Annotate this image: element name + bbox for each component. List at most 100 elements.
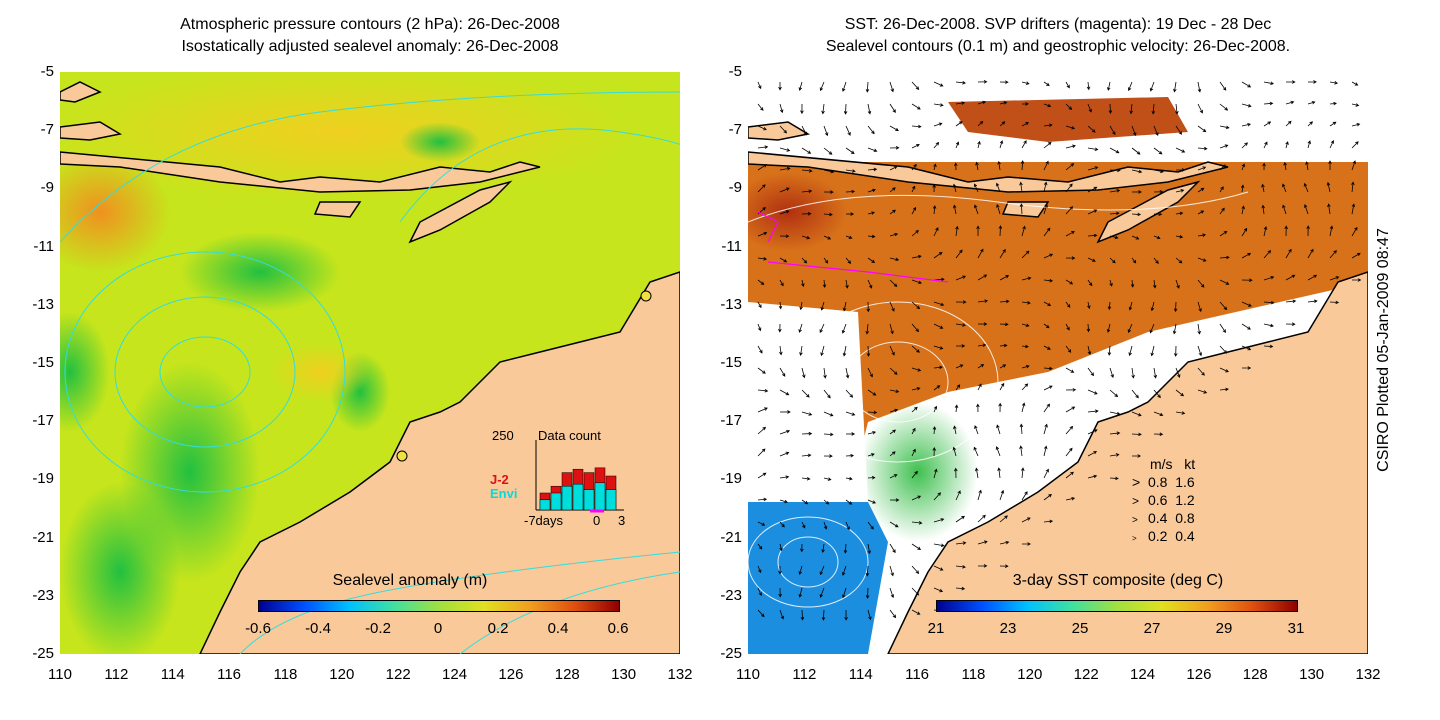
velocity-arrow — [867, 257, 876, 263]
velocity-arrow — [1087, 186, 1098, 193]
velocity-arrow — [955, 490, 961, 501]
velocity-arrow — [1065, 471, 1074, 479]
velocity-arrow — [889, 232, 899, 237]
velocity-arrow — [823, 169, 835, 174]
velocity-arrow — [889, 257, 900, 262]
velocity-arrow — [889, 125, 899, 132]
velocity-arrow — [1153, 190, 1164, 194]
velocity-arrow — [845, 125, 851, 136]
x-tick-right: 114 — [848, 666, 873, 683]
velocity-arrow — [1197, 367, 1205, 376]
velocity-arrow — [821, 609, 826, 621]
velocity-arrow — [801, 411, 813, 416]
colorbar-label: 0.4 — [547, 620, 569, 637]
velocity-legend-row: >0.6 1.2 — [1132, 492, 1195, 508]
velocity-arrow — [1128, 301, 1133, 311]
sealevel-colorbar — [258, 600, 620, 612]
velocity-arrow — [999, 343, 1008, 348]
velocity-arrow — [1131, 169, 1143, 174]
x-tick-right: 118 — [961, 666, 986, 683]
colorbar-label: 29 — [1215, 620, 1233, 637]
velocity-arrow — [999, 564, 1009, 568]
inset-bar-envi — [583, 489, 595, 511]
velocity-arrow — [1109, 189, 1121, 193]
velocity-arrow — [843, 543, 848, 554]
velocity-arrow — [1065, 144, 1076, 149]
velocity-arrow — [1021, 301, 1031, 305]
velocity-arrow — [1131, 147, 1141, 155]
velocity-arrow — [1131, 389, 1139, 399]
velocity-arrow — [779, 103, 784, 114]
legend-kt: 1.6 — [1175, 474, 1195, 490]
velocity-arrow — [867, 475, 876, 480]
velocity-arrow — [911, 323, 919, 333]
velocity-arrow — [865, 323, 870, 335]
velocity-arrow — [1303, 204, 1309, 215]
velocity-arrow — [933, 345, 944, 350]
velocity-arrow — [933, 122, 943, 127]
velocity-arrow — [997, 467, 1001, 479]
velocity-arrow — [1043, 403, 1050, 413]
velocity-arrow-icon: > — [1132, 534, 1137, 543]
velocity-legend-header: m/s kt — [1150, 456, 1195, 472]
velocity-arrow — [932, 205, 937, 215]
velocity-arrow — [1107, 345, 1112, 356]
velocity-arrow — [955, 541, 967, 545]
velocity-arrow — [1351, 122, 1361, 127]
velocity-arrow — [933, 81, 944, 87]
velocity-arrow — [845, 169, 856, 173]
velocity-arrow — [1109, 279, 1113, 287]
velocity-arrow — [1021, 323, 1030, 327]
velocity-arrow — [933, 252, 943, 259]
x-tick-left: 110 — [48, 666, 72, 683]
sst-colorbar — [936, 600, 1298, 612]
y-tick-right: -7 — [728, 121, 742, 139]
velocity-arrow — [955, 384, 961, 391]
velocity-arrow — [1263, 250, 1272, 259]
velocity-arrow — [821, 543, 825, 554]
velocity-arrow — [757, 145, 769, 149]
y-tick-right: -15 — [720, 354, 742, 371]
velocity-legend-row: >0.8 1.6 — [1132, 474, 1195, 490]
velocity-arrow — [1043, 445, 1048, 457]
y-tick-left: -21 — [32, 528, 54, 546]
velocity-arrow — [1087, 409, 1099, 413]
plot-credit: CSIRO Plotted 05-Jan-2009 08:47 — [1375, 228, 1392, 472]
velocity-arrow — [801, 235, 811, 240]
velocity-arrow — [1065, 183, 1073, 193]
velocity-arrow — [1109, 431, 1121, 435]
velocity-arrow — [1087, 233, 1098, 238]
velocity-arrow — [845, 279, 849, 289]
velocity-arrow — [801, 279, 805, 288]
velocity-arrow — [1307, 274, 1318, 281]
velocity-arrow — [778, 323, 782, 333]
velocity-arrow — [757, 323, 762, 332]
velocity-arrow — [778, 301, 783, 310]
legend-kt: 0.4 — [1175, 528, 1195, 544]
sst-map: m/s kt >0.8 1.6 >0.6 1.2 >0.4 0.8 >0.2 0.4 … — [748, 72, 1368, 654]
velocity-arrow — [955, 364, 964, 369]
inset-bar-envi — [572, 483, 584, 511]
velocity-arrow — [779, 257, 788, 263]
velocity-arrow — [757, 103, 764, 111]
velocity-arrow — [1285, 322, 1296, 326]
y-tick-right: -11 — [721, 237, 742, 255]
x-tick-left: 112 — [104, 666, 129, 683]
velocity-arrow — [1065, 425, 1074, 435]
velocity-arrow — [1197, 233, 1207, 237]
y-tick-left: -17 — [32, 412, 54, 430]
x-tick-right: 132 — [1355, 666, 1381, 683]
velocity-arrow — [757, 388, 769, 393]
velocity-arrow — [823, 411, 834, 417]
velocity-arrow — [1329, 225, 1334, 237]
velocity-arrow — [932, 426, 937, 435]
x-tick-right: 110 — [736, 666, 760, 683]
velocity-arrow — [1153, 411, 1164, 417]
velocity-arrow — [1065, 496, 1076, 501]
velocity-arrow — [995, 446, 1001, 457]
velocity-arrow — [757, 609, 765, 618]
velocity-arrow — [911, 254, 922, 259]
velocity-arrow — [1153, 389, 1161, 399]
velocity-arrow — [819, 587, 825, 598]
velocity-arrow — [1065, 163, 1075, 171]
